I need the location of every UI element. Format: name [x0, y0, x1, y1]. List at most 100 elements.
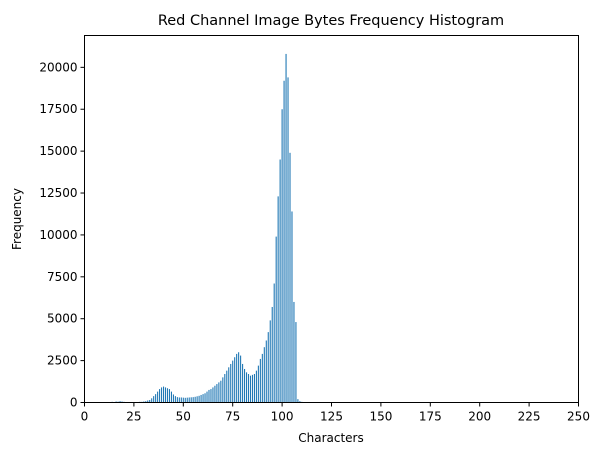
bar [299, 401, 301, 403]
bar [161, 387, 163, 403]
bar [281, 109, 283, 403]
bar [277, 196, 279, 403]
y-tick-label: 12500 [39, 186, 77, 200]
bar [157, 391, 159, 403]
bar [287, 77, 289, 403]
bar [295, 322, 297, 403]
bar [273, 283, 275, 403]
bar [155, 394, 157, 403]
bar [202, 394, 204, 403]
bar [222, 377, 224, 403]
bar [149, 399, 151, 403]
bar [224, 374, 226, 403]
bar [145, 401, 147, 403]
bar [159, 389, 161, 403]
bar [279, 159, 281, 403]
x-tick-label: 0 [81, 410, 89, 424]
bar [182, 397, 184, 403]
bar [230, 363, 232, 403]
bar [206, 391, 208, 403]
bar [251, 374, 254, 403]
bar [176, 397, 178, 403]
bar [178, 397, 180, 403]
bar [267, 332, 269, 403]
bar [269, 320, 271, 403]
bar [271, 306, 273, 403]
bar [265, 340, 267, 403]
bar [289, 152, 291, 403]
y-tick-label: 15000 [39, 144, 77, 158]
bar [249, 375, 252, 403]
bar [153, 396, 155, 403]
bar [164, 387, 167, 403]
bar [218, 382, 220, 403]
x-axis-ticks: 0 25 50 75 100 125 150 175 200 225 250 [81, 402, 590, 424]
bar [257, 365, 259, 403]
bar [212, 387, 214, 403]
bar [226, 370, 228, 403]
bar [255, 370, 257, 403]
bar [121, 401, 123, 403]
bar [216, 384, 218, 403]
bar [194, 396, 196, 403]
bar [192, 397, 194, 403]
bar [291, 211, 293, 403]
bar [210, 389, 212, 403]
bar [200, 394, 202, 403]
x-tick-label: 250 [567, 410, 590, 424]
bar [275, 236, 277, 403]
bar [240, 355, 242, 403]
x-tick-label: 25 [126, 410, 141, 424]
bar [190, 397, 192, 403]
bar [259, 358, 261, 403]
x-tick-label: 50 [176, 410, 191, 424]
x-tick-label: 225 [518, 410, 541, 424]
bar [147, 400, 149, 403]
bar [236, 353, 238, 403]
bar [168, 389, 171, 403]
y-axis-title: Frequency [10, 188, 24, 250]
bar [180, 397, 182, 403]
bar [232, 360, 234, 403]
bar [261, 353, 263, 403]
bar [244, 368, 246, 403]
y-tick-label: 5000 [47, 312, 78, 326]
bar [188, 397, 190, 403]
x-tick-label: 200 [468, 410, 491, 424]
y-tick-label: 17500 [39, 102, 77, 116]
bar [184, 397, 186, 403]
bar [238, 352, 240, 403]
x-tick-label: 175 [419, 410, 442, 424]
bar [198, 395, 200, 403]
bar [247, 374, 250, 403]
bar [166, 388, 169, 403]
bar [170, 391, 172, 403]
bar [228, 367, 230, 403]
bar [263, 347, 265, 403]
bar [285, 53, 287, 403]
bars-layer [109, 53, 309, 403]
bar [196, 396, 198, 403]
x-tick-label: 100 [271, 410, 294, 424]
y-tick-label: 7500 [47, 270, 78, 284]
bar [220, 380, 222, 403]
y-tick-label: 2500 [47, 354, 78, 368]
bar [119, 401, 121, 403]
y-tick-label: 10000 [39, 228, 77, 242]
bar [143, 401, 145, 403]
bar [283, 80, 285, 403]
bar [242, 363, 244, 403]
x-tick-label: 150 [369, 410, 392, 424]
bar [293, 301, 295, 403]
bar [172, 394, 174, 403]
bar [253, 374, 255, 403]
y-axis-ticks: 0 2500 5000 7500 10000 12500 15000 17500 20000 [39, 60, 85, 410]
bar [245, 372, 248, 403]
bar [115, 401, 117, 403]
bar [204, 393, 206, 403]
bar [163, 386, 165, 403]
x-tick-label: 125 [320, 410, 343, 424]
bar [214, 385, 216, 403]
plot-frame [84, 35, 579, 403]
